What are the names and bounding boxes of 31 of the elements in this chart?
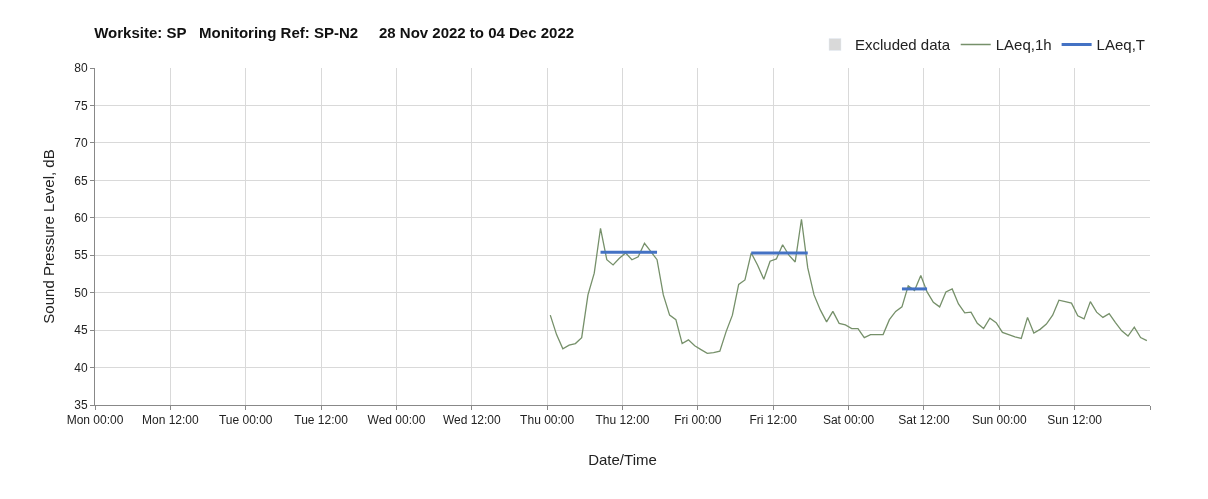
x-tick-label: Wed 12:00 <box>442 413 502 428</box>
x-tick-label: Fri 00:00 <box>674 413 722 428</box>
y-tick-label: 45 <box>74 323 88 338</box>
x-tick-label: Mon 12:00 <box>142 413 200 428</box>
y-tick-label: 75 <box>74 98 88 113</box>
x-tick-label: Sat 12:00 <box>898 413 950 428</box>
line-series <box>549 218 1148 354</box>
x-tick-label: Tue 00:00 <box>218 413 273 428</box>
x-tick-label: Sun 12:00 <box>1047 413 1103 428</box>
x-tick-label: Thu 12:00 <box>595 413 650 428</box>
x-tick-label: Tue 12:00 <box>294 413 349 428</box>
x-tick-label: Thu 00:00 <box>520 413 575 428</box>
legend-label: Excluded data <box>855 36 951 54</box>
chart-title: Worksite: SP Monitoring Ref: SP-N2 28 Nov 2022 to 04 Dec 2022 <box>94 23 575 41</box>
legend-label: LAeq,1h <box>995 36 1052 54</box>
y-tick-label: 70 <box>74 136 88 151</box>
x-tick-label: Mon 00:00 <box>66 413 124 428</box>
y-tick-label: 65 <box>74 173 88 188</box>
x-axis-title: Date/Time <box>588 451 657 469</box>
y-axis-title: Sound Pressure Level, dB <box>40 149 58 324</box>
y-tick-label: 55 <box>74 248 88 263</box>
y-tick-label: 80 <box>74 61 88 76</box>
y-tick-label: 40 <box>74 360 88 375</box>
x-tick-label: Wed 00:00 <box>367 413 426 428</box>
y-tick-label: 35 <box>74 398 88 413</box>
x-tick-label: Sat 00:00 <box>822 413 875 428</box>
x-tick-label: Sun 00:00 <box>971 413 1027 428</box>
y-tick-label: 50 <box>74 285 88 300</box>
legend-label: LAeq,T <box>1096 36 1145 54</box>
x-tick-label: Fri 12:00 <box>749 413 798 428</box>
y-tick-label: 60 <box>74 210 88 225</box>
